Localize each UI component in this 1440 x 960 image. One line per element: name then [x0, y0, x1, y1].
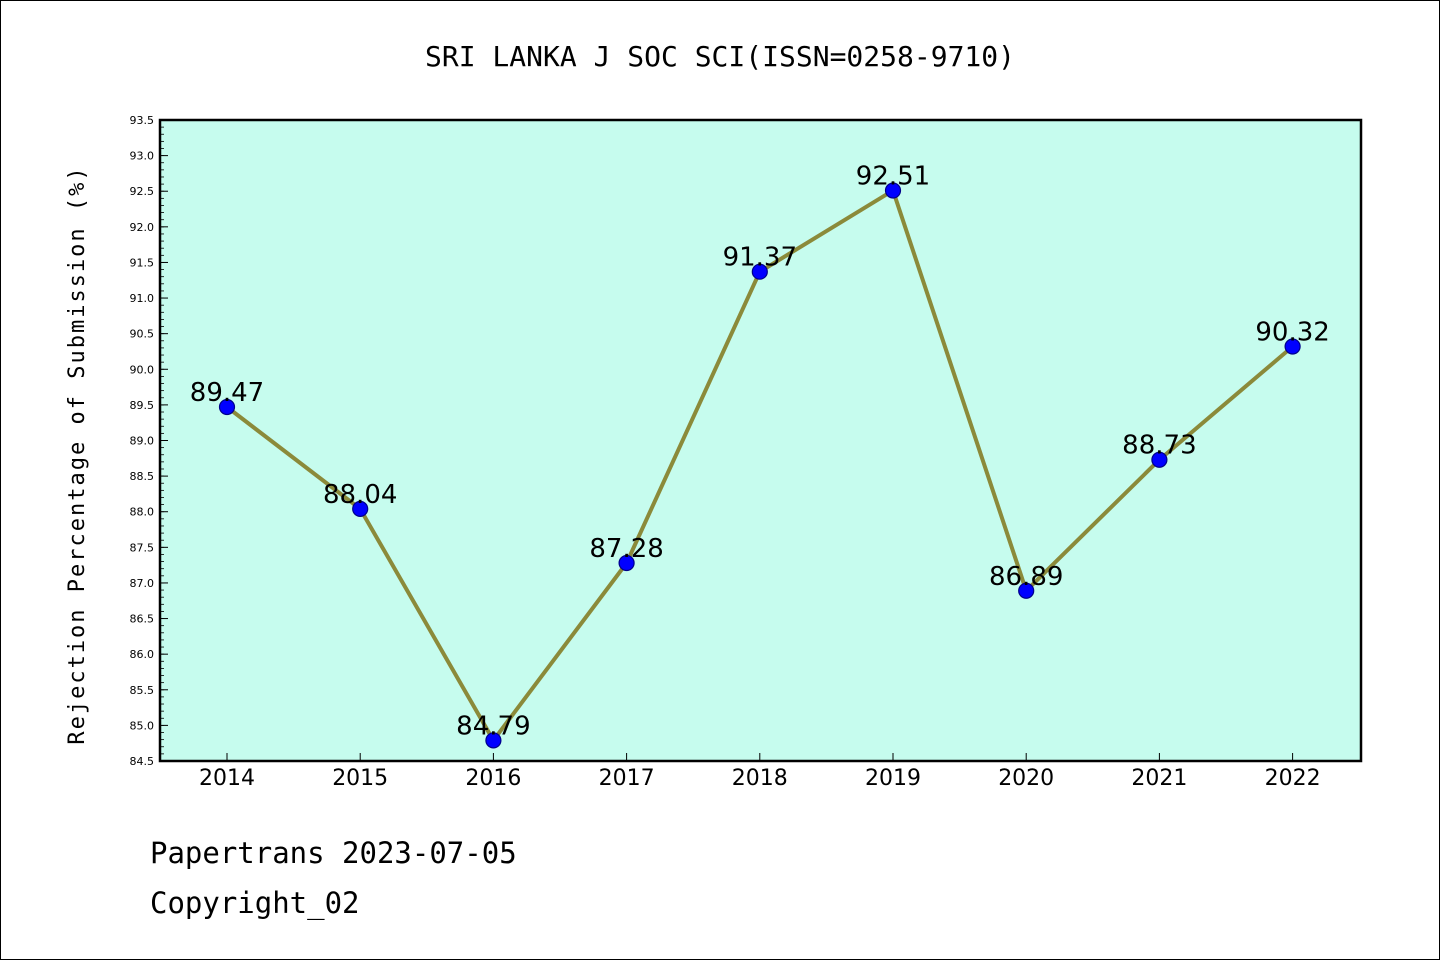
x-tick-label: 2014 — [199, 766, 255, 791]
data-point — [1018, 582, 1035, 599]
data-labels: 89.47 88.04 84.79 87.28 91.37 92.51 86.89 88.73… — [190, 162, 1330, 742]
y-tick-label: 93.0 — [130, 150, 155, 163]
data-point — [1284, 338, 1301, 355]
footer-copyright: Copyright_02 — [150, 886, 360, 920]
chart-title: SRI LANKA J SOC SCI(ISSN=0258-9710) — [425, 40, 1015, 73]
y-tick-label: 85.0 — [130, 719, 155, 732]
data-label: 91.37 — [723, 243, 797, 273]
y-tick-label: 84.5 — [130, 755, 155, 768]
x-tick-label: 2015 — [332, 766, 388, 791]
y-tick-label: 92.0 — [130, 221, 155, 234]
data-point — [751, 263, 768, 280]
y-tick-label: 93.5 — [130, 114, 155, 127]
data-label: 92.51 — [856, 162, 930, 192]
y-tick-label: 87.0 — [130, 577, 155, 590]
y-tick-label: 89.5 — [130, 399, 155, 412]
x-tick-label: 2020 — [998, 766, 1054, 791]
data-point — [884, 182, 902, 199]
data-label: 84.79 — [456, 711, 530, 741]
y-tick-label: 88.5 — [130, 470, 155, 483]
x-tick-label: 2022 — [1265, 766, 1321, 791]
data-points — [218, 182, 1301, 749]
data-label: 86.89 — [989, 562, 1063, 592]
y-axis-label: Rejection Percentage of Submission (%) — [65, 165, 90, 744]
data-point — [618, 554, 635, 572]
x-tick-label: 2018 — [732, 766, 788, 791]
footer-date: Papertrans 2023-07-05 — [150, 836, 517, 870]
y-tick-label: 85.5 — [130, 684, 155, 697]
y-tick-label: 88.0 — [130, 506, 155, 519]
y-tick-label: 90.0 — [130, 363, 155, 376]
x-tick-label: 2021 — [1131, 766, 1187, 791]
data-label: 88.04 — [323, 480, 397, 510]
data-point — [352, 500, 369, 517]
x-axis: 2014 2015 2016 2017 2018 2019 2020 2021 2022 — [199, 753, 1321, 791]
data-label: 89.47 — [190, 378, 264, 408]
plot-area — [160, 120, 1361, 761]
x-tick-label: 2017 — [599, 766, 655, 791]
x-tick-label: 2016 — [465, 766, 521, 791]
y-tick-label: 87.5 — [130, 541, 155, 554]
y-tick-label: 91.5 — [130, 256, 155, 269]
data-point — [218, 398, 236, 416]
data-point — [485, 732, 502, 749]
y-tick-label: 92.5 — [130, 185, 155, 198]
y-tick-label: 86.5 — [130, 613, 155, 626]
y-tick-label: 91.0 — [130, 292, 155, 305]
y-tick-label: 89.0 — [130, 435, 155, 448]
y-tick-label: 86.0 — [130, 648, 155, 661]
data-label: 88.73 — [1122, 431, 1196, 461]
data-label: 87.28 — [589, 534, 663, 564]
data-label: 90.32 — [1255, 317, 1329, 347]
x-tick-label: 2019 — [865, 766, 921, 791]
y-tick-label: 90.5 — [130, 328, 155, 341]
plot-border — [158, 118, 1363, 763]
y-axis: 84.5 85.0 85.5 86.0 86.5 87.0 87.5 88.0 88.5 89.0… — [130, 114, 168, 768]
data-point — [1151, 451, 1168, 468]
